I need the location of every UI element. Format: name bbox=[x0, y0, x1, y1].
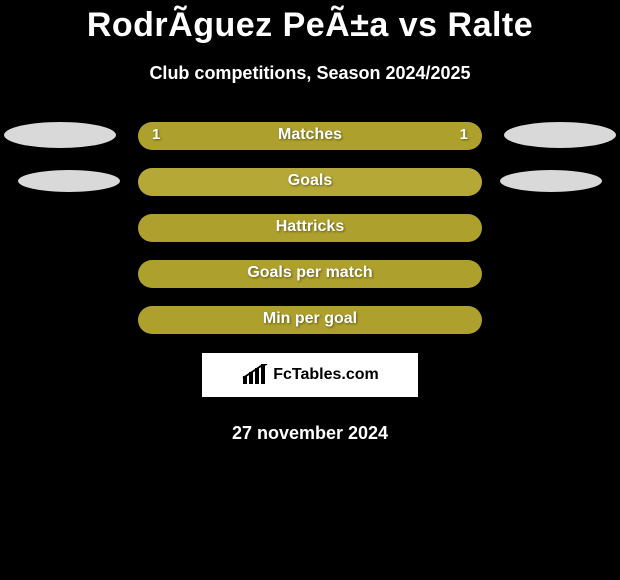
left-ellipse bbox=[18, 170, 120, 192]
stat-right-value: 1 bbox=[460, 126, 468, 143]
stat-left-value: 1 bbox=[152, 126, 160, 143]
stat-label: Goals per match bbox=[138, 264, 482, 282]
stats-rows: 1 Matches 1 Goals Hattricks Goals per ma… bbox=[0, 122, 620, 352]
stat-bar: Hattricks bbox=[138, 214, 482, 242]
stat-label: Hattricks bbox=[138, 218, 482, 236]
stat-label: Goals bbox=[138, 172, 482, 190]
card-title: RodrÃ­guez PeÃ±a vs Ralte bbox=[0, 0, 620, 45]
right-ellipse bbox=[504, 122, 616, 148]
card-subtitle: Club competitions, Season 2024/2025 bbox=[0, 63, 620, 84]
stat-bar: Goals per match bbox=[138, 260, 482, 288]
stat-row: Goals per match bbox=[0, 260, 620, 306]
comparison-card: RodrÃ­guez PeÃ±a vs Ralte Club competiti… bbox=[0, 0, 620, 580]
stat-bar: Goals bbox=[138, 168, 482, 196]
logo-pill: FcTables.com bbox=[202, 353, 418, 397]
left-ellipse bbox=[4, 122, 116, 148]
stat-row: Min per goal bbox=[0, 306, 620, 352]
right-ellipse bbox=[500, 170, 602, 192]
stat-bar: 1 Matches 1 bbox=[138, 122, 482, 150]
stat-bar: Min per goal bbox=[138, 306, 482, 334]
stat-label: Min per goal bbox=[138, 310, 482, 328]
bars-icon bbox=[241, 364, 269, 386]
stat-row: Hattricks bbox=[0, 214, 620, 260]
date-line: 27 november 2024 bbox=[0, 423, 620, 444]
stat-label: Matches bbox=[138, 126, 482, 144]
logo-text: FcTables.com bbox=[273, 366, 379, 384]
stat-row: Goals bbox=[0, 168, 620, 214]
stat-row: 1 Matches 1 bbox=[0, 122, 620, 168]
